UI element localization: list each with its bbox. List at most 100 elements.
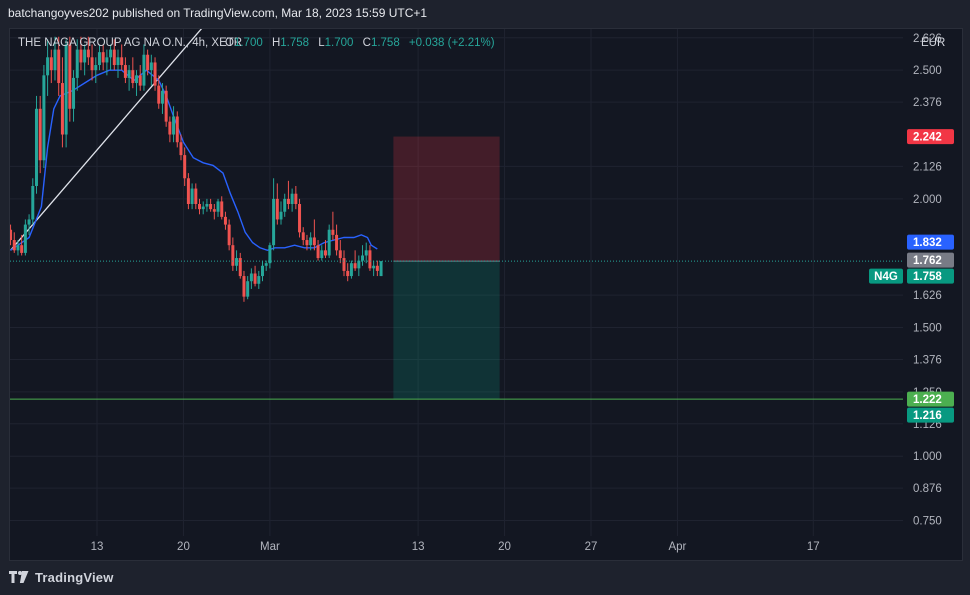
legend-ohlc: O1.700 H1.758 L1.700 C1.758 +0.038 (+2.2… xyxy=(225,37,495,49)
candle-body xyxy=(305,240,309,246)
candle xyxy=(375,260,379,277)
time-tick: 20 xyxy=(498,541,511,553)
candle-body xyxy=(183,155,187,179)
candle xyxy=(320,245,324,261)
publisher-header: batchangoyves202 published on TradingVie… xyxy=(8,6,428,20)
candle xyxy=(38,95,42,174)
candle xyxy=(172,106,176,143)
candle xyxy=(212,204,216,220)
symbol-tag: N4G xyxy=(874,271,898,283)
candle xyxy=(27,214,31,235)
candle xyxy=(138,65,142,91)
take-profit-zone xyxy=(393,261,500,400)
candle-body xyxy=(105,57,109,63)
candle xyxy=(127,65,131,91)
candle-body xyxy=(272,198,276,246)
candle xyxy=(20,234,24,256)
candle-body xyxy=(286,198,290,205)
candle-body xyxy=(46,57,50,76)
candle-body xyxy=(335,234,339,251)
candle xyxy=(231,237,235,271)
candle-body xyxy=(142,54,146,86)
price-tick: 1.500 xyxy=(913,323,942,335)
candle-body xyxy=(294,193,298,205)
footer-brand[interactable]: TradingView xyxy=(9,566,114,588)
candle xyxy=(120,44,124,71)
candle xyxy=(216,198,220,217)
candle-body xyxy=(27,219,31,225)
candle-body xyxy=(12,240,16,251)
price-tick: 1.376 xyxy=(913,354,942,366)
candle xyxy=(164,85,168,127)
price-label-value: 1.222 xyxy=(913,394,942,406)
price-label: 1.832 xyxy=(907,234,954,250)
candle-body xyxy=(194,188,198,205)
candle xyxy=(253,265,257,287)
candle xyxy=(364,242,368,264)
candle xyxy=(286,180,290,210)
candle xyxy=(60,57,64,148)
candle xyxy=(83,44,87,76)
candle xyxy=(72,70,76,122)
candle-body xyxy=(31,185,35,220)
legend-c-label: C xyxy=(363,37,371,49)
candle-body xyxy=(97,52,101,66)
candle xyxy=(160,83,164,114)
chart-panel[interactable]: 2.626 2.500 2.376 2.126 2.000 1.626 1.500 1.376… xyxy=(9,23,963,561)
candle-body xyxy=(209,204,213,210)
candle xyxy=(79,36,83,71)
candle xyxy=(227,219,231,251)
candle-body xyxy=(175,116,179,143)
candle-body xyxy=(172,116,176,135)
candle xyxy=(342,250,346,277)
candle-body xyxy=(57,49,61,84)
candle xyxy=(272,178,276,251)
candle-body xyxy=(135,75,139,84)
price-tick: 2.126 xyxy=(913,161,942,173)
candle-body xyxy=(368,250,372,269)
price-label-bg xyxy=(907,129,954,145)
candle xyxy=(275,183,279,225)
candle-body xyxy=(320,250,324,259)
legend-h-label: H xyxy=(272,37,280,49)
price-label-bg xyxy=(907,252,954,268)
price-tick: 2.376 xyxy=(913,97,942,109)
candle xyxy=(49,49,53,84)
candle-body xyxy=(298,204,302,233)
candle-body xyxy=(264,263,268,266)
legend-o-label: O xyxy=(225,37,234,49)
price-label: 1.762 xyxy=(907,252,954,268)
price-tick: 1.626 xyxy=(913,290,942,302)
candle-body xyxy=(160,90,164,104)
legend-l-label: L xyxy=(318,37,325,49)
candle xyxy=(238,252,242,279)
candle-body xyxy=(212,209,216,212)
candle xyxy=(64,39,68,148)
candle xyxy=(323,240,327,259)
brand-name: TradingView xyxy=(35,569,114,585)
candle xyxy=(175,111,179,148)
candle xyxy=(249,268,253,289)
candle-body xyxy=(309,237,313,246)
candle-body xyxy=(34,108,38,186)
candle-body xyxy=(268,245,272,264)
candle xyxy=(257,270,261,289)
price-label-bg xyxy=(907,407,954,423)
candle xyxy=(294,185,298,210)
candle xyxy=(372,260,376,277)
symbol-tag-bg xyxy=(869,268,903,284)
candle-body xyxy=(109,49,113,58)
candle-body xyxy=(205,204,209,207)
price-tick: 0.750 xyxy=(913,516,942,528)
chart-svg[interactable]: 2.626 2.500 2.376 2.126 2.000 1.626 1.500 1.376… xyxy=(9,23,962,560)
stop-loss-zone xyxy=(393,136,500,262)
candle-body xyxy=(364,250,368,256)
candle-body xyxy=(323,250,327,256)
candle-body xyxy=(157,85,161,104)
candle xyxy=(23,219,27,256)
price-tick: 2.000 xyxy=(913,194,942,206)
candle-body xyxy=(331,229,335,235)
candle xyxy=(101,44,105,71)
candle xyxy=(75,39,79,91)
candle xyxy=(242,270,246,302)
